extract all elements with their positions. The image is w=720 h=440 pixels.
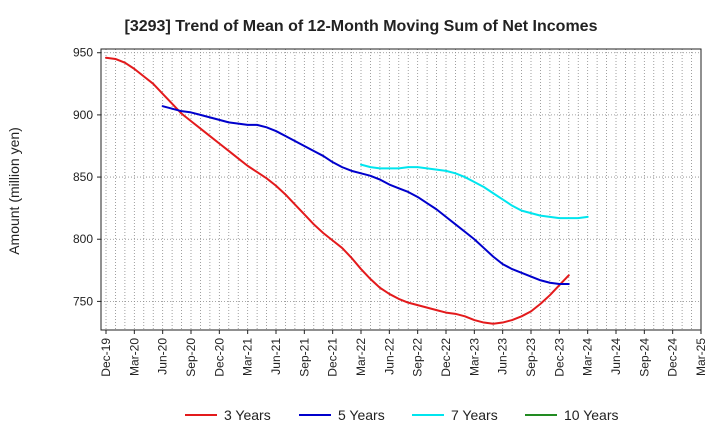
x-tick-label: Mar-24: [581, 338, 595, 376]
x-tick-label: Mar-22: [354, 338, 368, 376]
series-line-5-years: [161, 105, 570, 285]
y-axis-label: Amount (million yen): [6, 127, 22, 255]
x-tick-label: Sep-20: [184, 338, 198, 377]
plot-area-frame: [100, 48, 702, 331]
x-tick-label: Dec-23: [552, 338, 566, 377]
series-line-3-years: [105, 56, 570, 325]
legend-label-10-years: 10 Years: [564, 407, 619, 423]
y-tick-label: 800: [73, 232, 93, 246]
x-tick-label: Dec-22: [439, 338, 453, 377]
x-tick-label: Sep-22: [411, 338, 425, 377]
x-tick-label: Jun-24: [609, 338, 623, 375]
legend-label-5-years: 5 Years: [338, 407, 385, 423]
x-tick-label: Sep-24: [637, 338, 651, 377]
gridlines: [101, 49, 702, 330]
x-tick-label: Dec-24: [666, 338, 680, 377]
legend-label-7-years: 7 Years: [451, 407, 498, 423]
y-tick-label: 850: [73, 170, 93, 184]
x-tick-label: Sep-23: [524, 338, 538, 377]
x-tick-label: Mar-21: [241, 338, 255, 376]
x-tick-label: Dec-21: [326, 338, 340, 377]
legend-label-3-years: 3 Years: [224, 407, 271, 423]
series-lines: [105, 56, 589, 325]
x-tick-label: Jun-22: [382, 338, 396, 375]
x-tick-label: Jun-21: [269, 338, 283, 375]
y-tick-label: 900: [73, 108, 93, 122]
legend: 3 Years 5 Years 7 Years 10 Years: [185, 407, 619, 423]
y-tick-label: 750: [73, 294, 93, 308]
x-tick-label: Jun-23: [496, 338, 510, 375]
x-tick-label: Mar-23: [467, 338, 481, 376]
x-tick-label: Sep-21: [297, 338, 311, 377]
x-tick-label: Mar-20: [127, 338, 141, 376]
series-line-7-years: [360, 163, 589, 220]
y-tick-label: 950: [73, 46, 93, 60]
x-axis-ticks: Dec-19 Mar-20 Jun-20 Sep-20 Dec-20 Mar-21 Jun-…: [99, 330, 708, 377]
x-tick-label: Jun-20: [156, 338, 170, 375]
y-axis-ticks: 750 800 850 900 950: [73, 46, 101, 308]
x-tick-label: Dec-20: [212, 338, 226, 377]
x-tick-label: Mar-25: [694, 338, 708, 376]
chart-title: [3293] Trend of Mean of 12-Month Moving …: [125, 18, 598, 35]
x-tick-label: Dec-19: [99, 338, 113, 377]
